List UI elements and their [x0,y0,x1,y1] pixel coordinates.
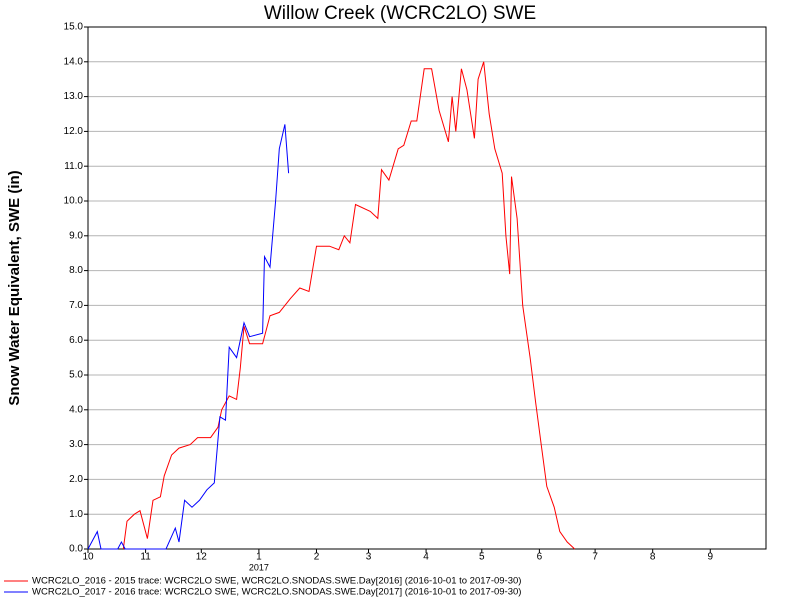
y-tick-label: 1.0 [69,509,83,520]
x-tick-label: 5 [479,552,485,563]
x-annotation: 2017 [249,562,269,572]
legend-label: WCRC2LO_2017 - 2016 trace: WCRC2LO SWE, … [32,587,521,598]
x-tick-label: 7 [592,552,598,563]
plot-frame [87,26,767,550]
chart-title: Willow Creek (WCRC2LO) SWE [264,3,536,24]
legend-label: WCRC2LO_2016 - 2015 trace: WCRC2LO SWE, … [32,576,521,587]
x-tick-label: 11 [140,552,151,563]
x-tick-label: 12 [196,552,208,563]
y-axis-label: Snow Water Equivalent, SWE (in) [6,170,23,405]
y-tick-label: 14.0 [64,56,84,67]
x-tick-label: 1 [256,552,262,563]
x-tick-label: 6 [537,552,543,563]
y-tick-label: 13.0 [64,91,84,102]
y-tick-label: 3.0 [69,439,83,450]
y-tick-label: 7.0 [69,300,83,311]
x-tick-label: 9 [707,552,713,563]
y-tick-label: 6.0 [69,335,83,346]
y-tick-label: 12.0 [64,126,84,137]
y-tick-label: 0.0 [69,544,83,555]
y-tick-label: 10.0 [64,196,84,207]
series-line [122,61,576,550]
y-tick-label: 5.0 [69,370,83,381]
x-tick-label: 8 [650,552,656,563]
y-tick-label: 15.0 [64,22,84,33]
y-tick-label: 2.0 [69,474,83,485]
x-tick-label: 10 [82,552,94,563]
y-tick-label: 11.0 [64,161,83,172]
x-tick-label: 4 [423,552,429,563]
y-tick-label: 8.0 [69,265,83,276]
y-tick-label: 4.0 [69,404,83,415]
series-line [87,124,290,550]
x-tick-label: 2 [314,552,320,563]
x-tick-label: 3 [366,552,372,563]
y-tick-label: 9.0 [69,230,83,241]
